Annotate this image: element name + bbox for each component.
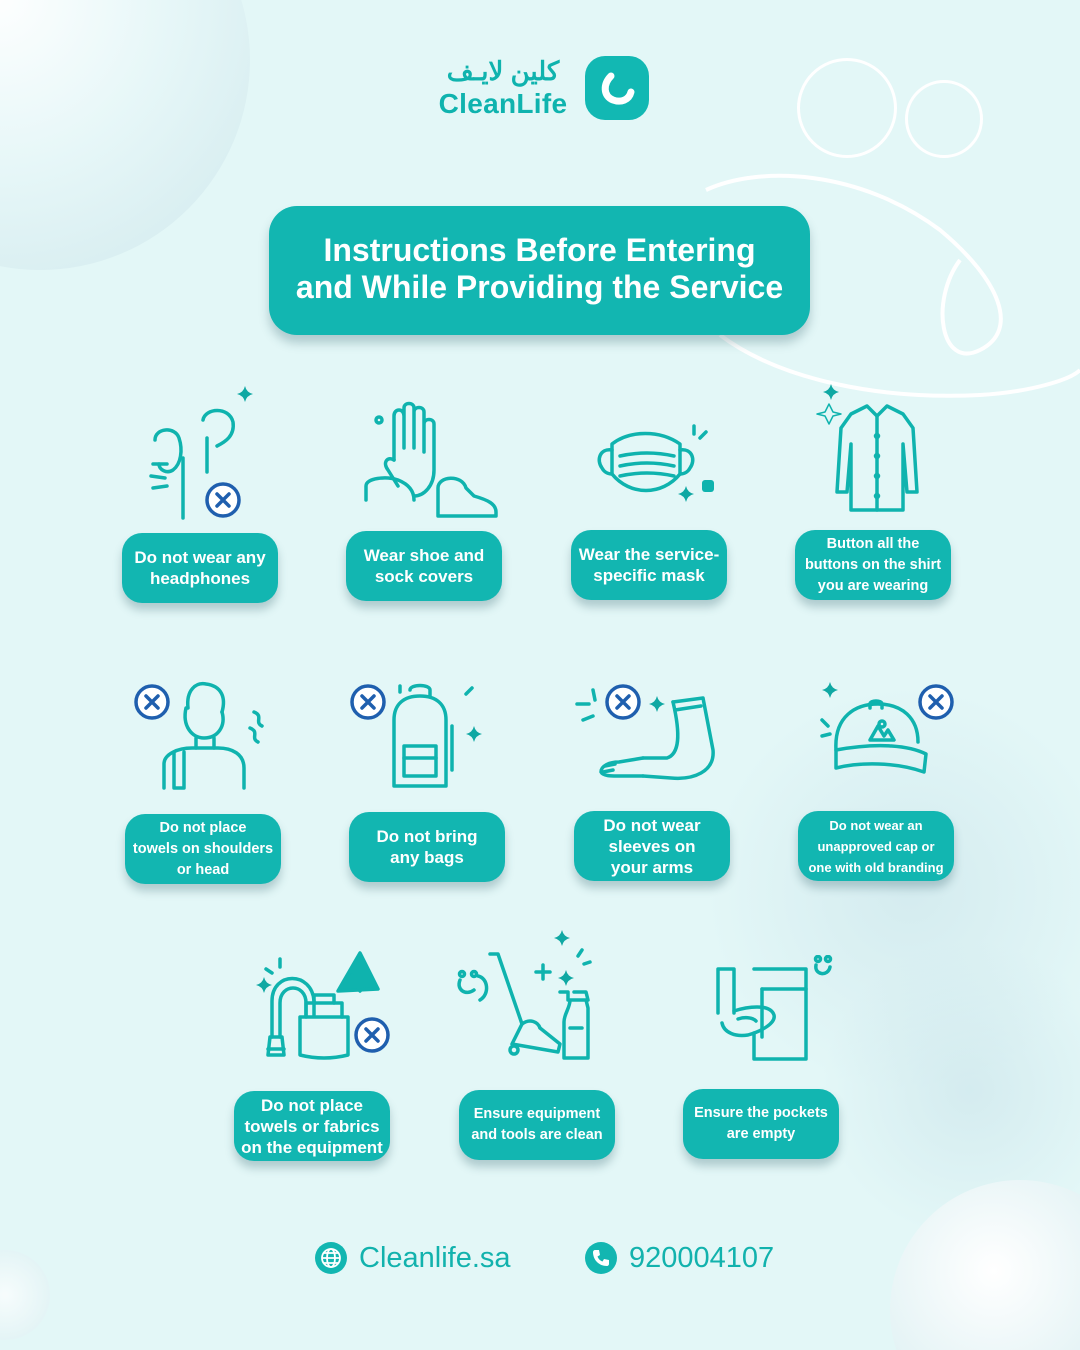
equipment-towel-prohibited-icon xyxy=(252,945,392,1085)
footer-phone[interactable]: 920004107 xyxy=(585,1238,774,1278)
instruction-text: Do not wear xyxy=(603,815,701,835)
instruction-card-shirt-buttons: Button all the buttons on the shirt you … xyxy=(795,530,951,600)
face-mask-icon xyxy=(590,420,730,560)
instruction-card-empty-pockets: Ensure the pockets are empty xyxy=(683,1089,839,1159)
instruction-text: you are wearing xyxy=(817,577,929,594)
instruction-text: sleeves on xyxy=(608,836,696,856)
instruction-text: Do not bring xyxy=(376,827,478,846)
instruction-text: specific mask xyxy=(593,566,705,585)
arm-sleeve-prohibited-icon xyxy=(575,680,715,820)
page-title-line: and While Providing the Service xyxy=(295,269,784,305)
instruction-text: any bags xyxy=(390,848,464,867)
instruction-card-clean-equipment: Ensure equipment and tools are clean xyxy=(459,1090,615,1160)
brand-name-arabic: كلين لايـف xyxy=(446,56,560,86)
brand-name: CleanLife xyxy=(438,88,568,119)
instruction-card-equipment-towels: Do not place towels or fabrics on the eq… xyxy=(234,1091,390,1161)
instruction-text: are empty xyxy=(726,1126,796,1142)
globe-icon xyxy=(315,1242,347,1274)
empty-pocket-icon xyxy=(708,954,848,1095)
instruction-card-towels-shoulders: Do not place towels on shoulders or head xyxy=(125,814,281,884)
footer-website[interactable]: Cleanlife.sa xyxy=(315,1238,511,1278)
phone-number[interactable]: 920004107 xyxy=(629,1241,775,1274)
instruction-card-headphones: Do not wear any headphones xyxy=(122,533,278,603)
instruction-card-cap: Do not wear an unapproved cap or one wit… xyxy=(798,811,954,881)
backpack-prohibited-icon xyxy=(348,680,488,820)
instruction-text: on the equipment xyxy=(241,1137,383,1157)
instruction-card-mask: Wear the service- specific mask xyxy=(571,530,727,600)
instruction-text: your arms xyxy=(610,857,694,877)
instruction-text: towels on shoulders xyxy=(132,840,274,857)
instruction-text: Wear the service- xyxy=(578,545,720,564)
phone-icon xyxy=(585,1242,617,1274)
instruction-card-sleeves: Do not wear sleeves on your arms xyxy=(574,811,730,881)
headphones-prohibited-icon xyxy=(145,380,285,520)
cap-prohibited-icon xyxy=(820,680,960,820)
clean-equipment-icon xyxy=(450,928,592,1068)
instruction-text: Do not wear an xyxy=(829,817,923,833)
instruction-card-shoe-covers: Wear shoe and sock covers xyxy=(346,531,502,601)
instruction-text: Ensure equipment xyxy=(473,1106,601,1122)
background-ring xyxy=(797,58,897,158)
page-title-line: Instructions Before Entering xyxy=(323,232,756,268)
instruction-text: Do not place xyxy=(260,1095,363,1115)
instruction-text: Ensure the pockets xyxy=(694,1105,828,1121)
instruction-text: buttons on the shirt xyxy=(804,556,942,573)
instruction-text: Do not wear any xyxy=(134,548,266,567)
instruction-text: Do not place xyxy=(159,819,247,836)
shoe-sock-cover-icon xyxy=(358,400,498,540)
website-link[interactable]: Cleanlife.sa xyxy=(359,1241,511,1274)
instruction-card-bags: Do not bring any bags xyxy=(349,812,505,882)
instruction-text: sock covers xyxy=(374,567,474,586)
instruction-text: headphones xyxy=(149,569,251,588)
instruction-text: unapproved cap or xyxy=(817,838,935,854)
instruction-text: one with old branding xyxy=(808,859,944,875)
instruction-text: towels or fabrics xyxy=(244,1116,380,1136)
brand-logo: كلين لايـف CleanLife xyxy=(428,54,652,120)
brand-mark-icon xyxy=(585,56,649,120)
instruction-text: Button all the xyxy=(826,535,920,552)
buttoned-shirt-icon xyxy=(815,380,955,520)
background-ring xyxy=(905,80,983,158)
instruction-text: Wear shoe and xyxy=(363,546,485,565)
instruction-text: and tools are clean xyxy=(471,1127,603,1143)
instruction-text: or head xyxy=(176,861,230,878)
page-title: Instructions Before Entering and While P… xyxy=(269,206,810,335)
towel-on-shoulder-prohibited-icon xyxy=(130,672,270,812)
